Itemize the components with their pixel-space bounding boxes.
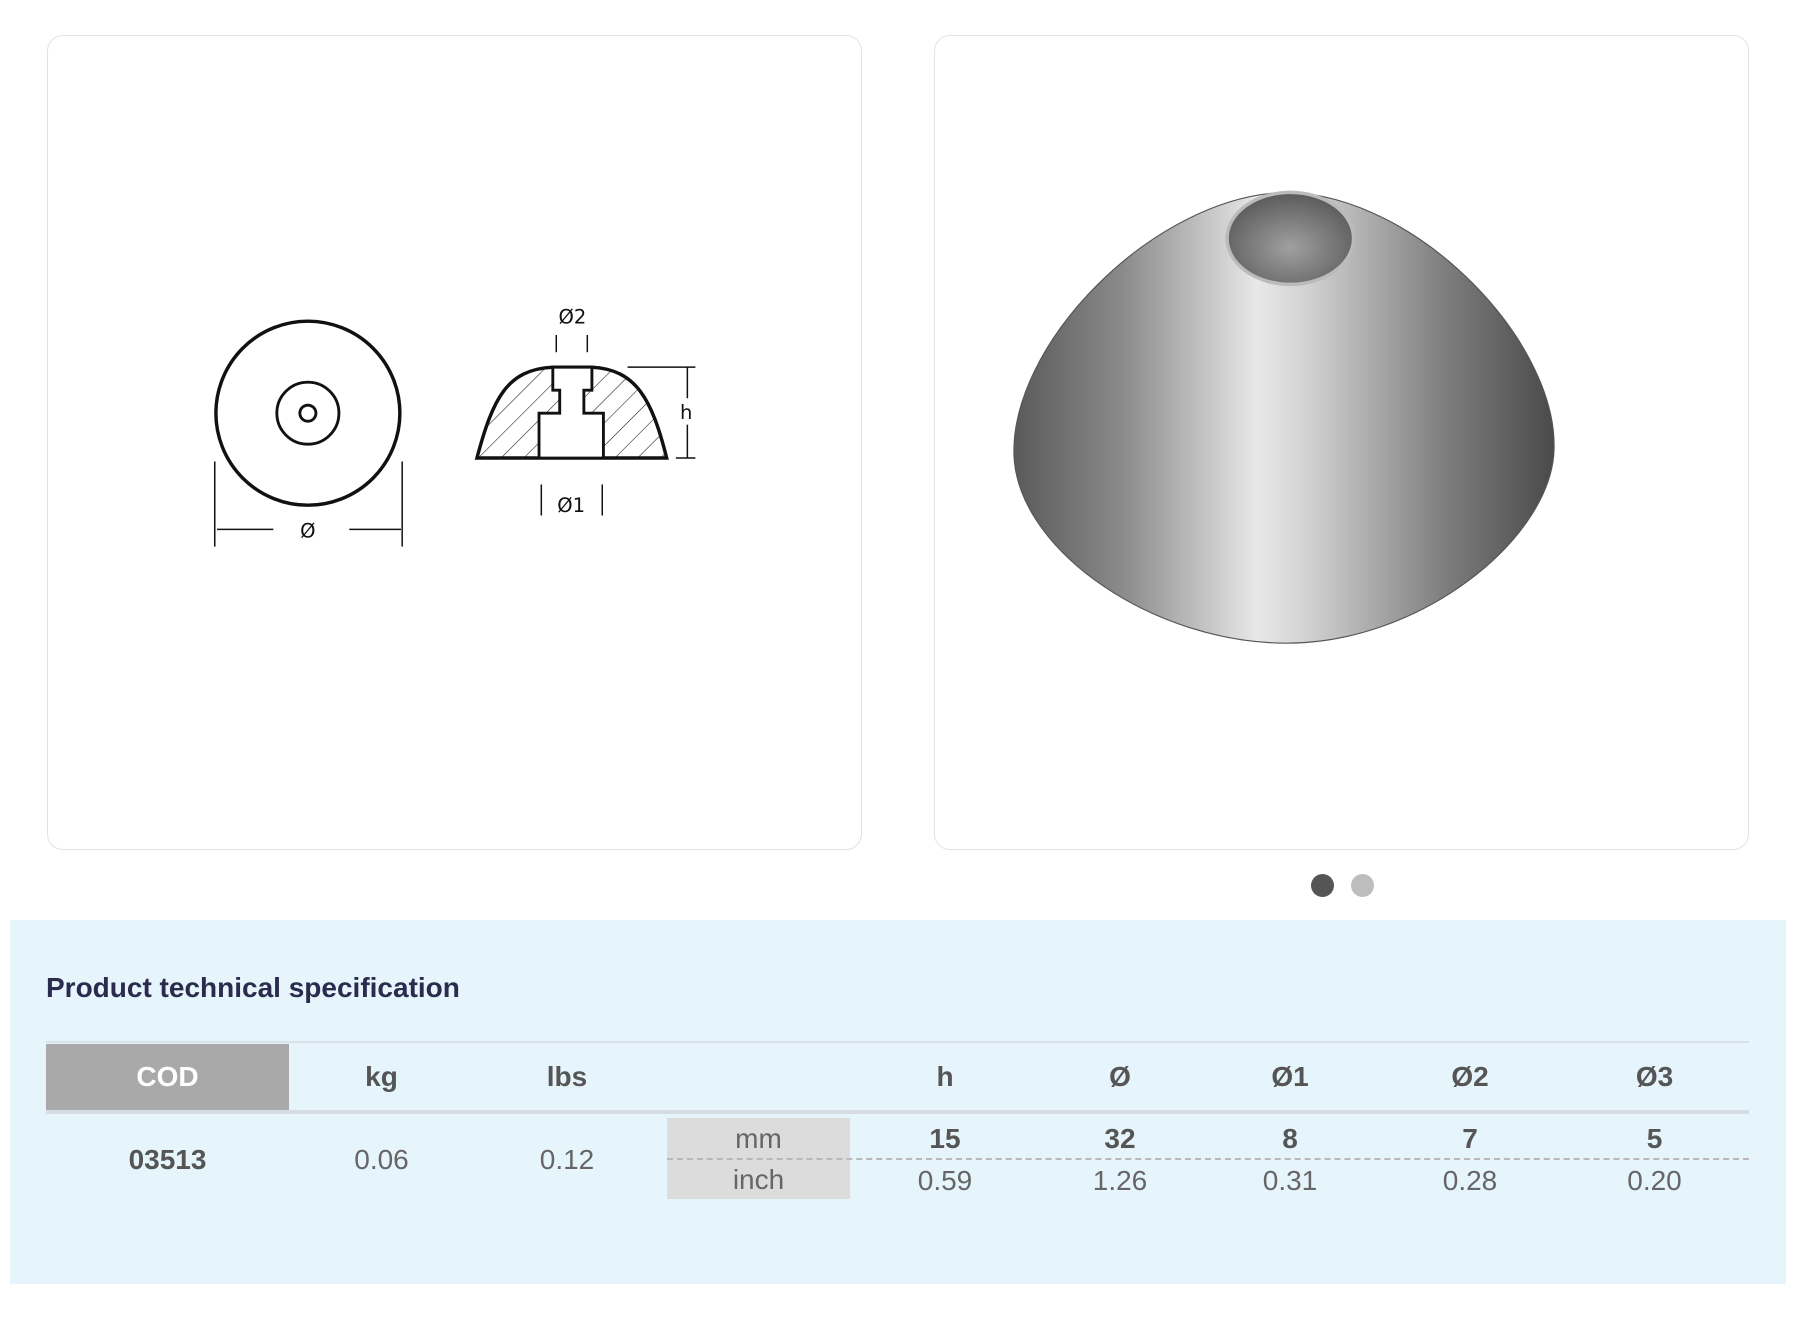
carousel-dot-1[interactable]: [1311, 874, 1334, 897]
diameter1-label: Ø1: [557, 494, 585, 517]
product-photo: [1013, 190, 1555, 644]
header-d2: Ø2: [1451, 1061, 1489, 1092]
technical-drawing-card[interactable]: Ø Ø2 h Ø1: [47, 35, 862, 850]
header-h: h: [936, 1061, 954, 1092]
unit-divider: [667, 1158, 1749, 1160]
cell-d-inch: 1.26: [1092, 1165, 1148, 1196]
cell-d2-mm: 7: [1462, 1123, 1478, 1154]
product-photo-card[interactable]: [934, 35, 1749, 850]
cell-cod: 03513: [128, 1144, 207, 1175]
header-cod: COD: [46, 1044, 289, 1110]
cell-d-mm: 32: [1104, 1123, 1136, 1154]
cell-h-inch: 0.59: [917, 1165, 973, 1196]
cell-d3-inch: 0.20: [1627, 1165, 1682, 1196]
unit-inch: inch: [732, 1164, 785, 1195]
header-d3: Ø3: [1635, 1061, 1674, 1092]
unit-mm: mm: [735, 1123, 782, 1154]
spec-title: Product technical specification: [46, 972, 460, 1003]
technical-drawing: Ø Ø2 h Ø1: [213, 305, 696, 547]
header-d1: Ø1: [1271, 1061, 1309, 1092]
diameter2-label: Ø2: [558, 305, 586, 328]
header-lbs: lbs: [546, 1061, 588, 1092]
header-kg: kg: [365, 1061, 398, 1092]
cell-d2-inch: 0.28: [1442, 1165, 1498, 1196]
divider: [46, 1041, 1749, 1043]
header-divider: [46, 1110, 1749, 1114]
cell-d3-mm: 5: [1646, 1123, 1663, 1154]
cell-d1-mm: 8: [1282, 1123, 1298, 1154]
carousel-dot-2[interactable]: [1351, 874, 1374, 897]
cell-d1-inch: 0.31: [1262, 1165, 1318, 1196]
height-label: h: [680, 401, 692, 424]
cell-kg: 0.06: [354, 1144, 409, 1175]
cell-h-mm: 15: [929, 1123, 961, 1154]
header-d: Ø: [1109, 1061, 1131, 1092]
cell-lbs: 0.12: [539, 1144, 595, 1175]
diameter-label: Ø: [300, 519, 315, 542]
spec-section: [10, 920, 1786, 1284]
